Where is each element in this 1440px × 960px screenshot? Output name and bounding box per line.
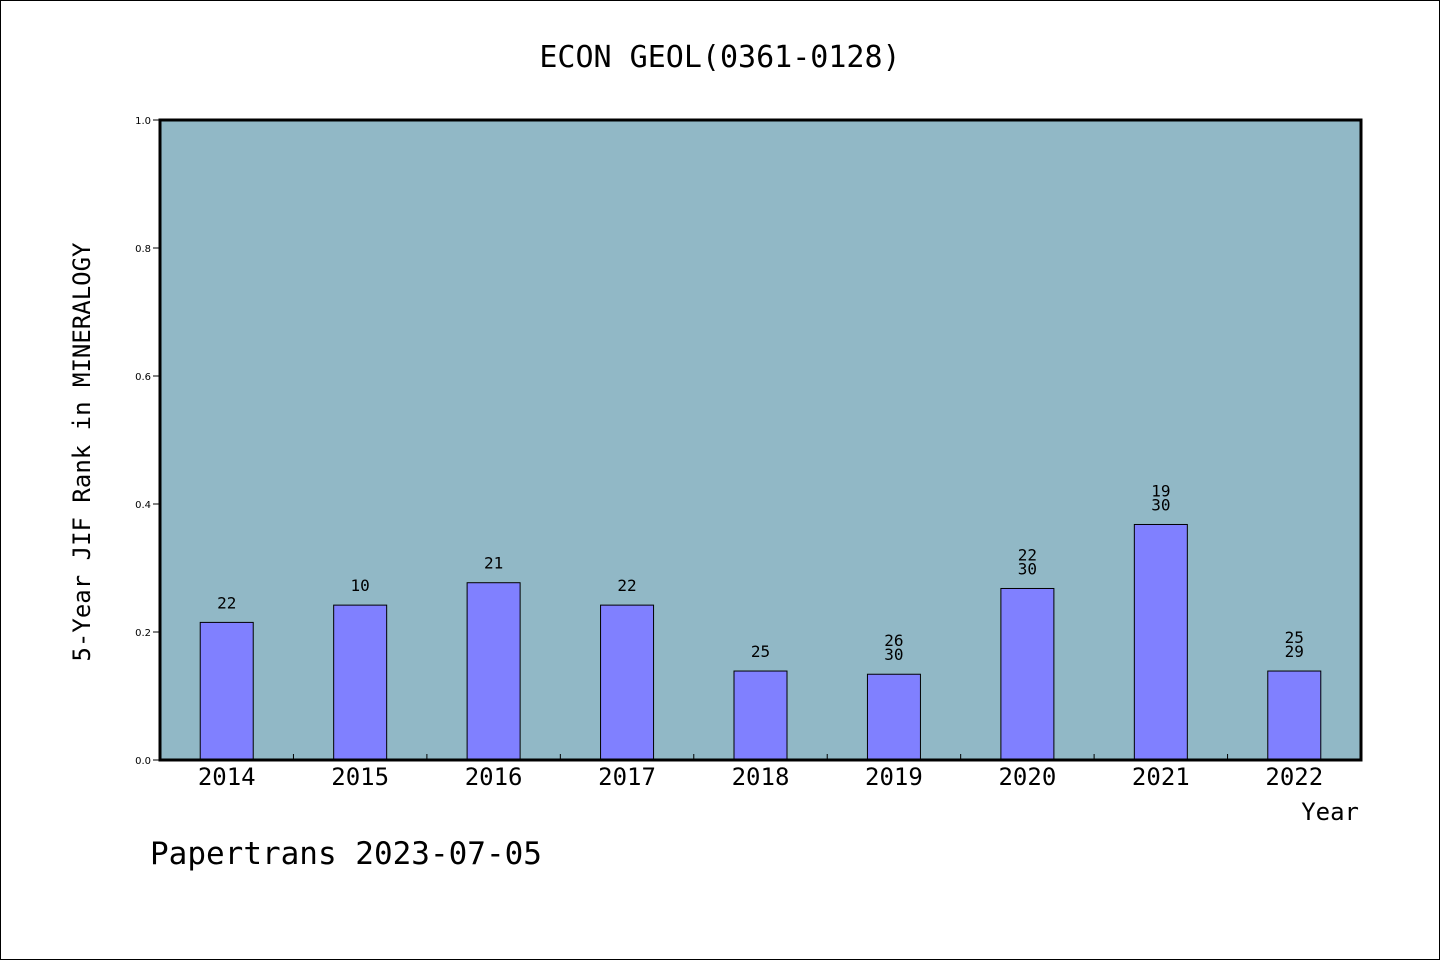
x-tick-label: 2017 [598,763,656,791]
data-label: 19 [1151,481,1170,500]
y-tick-label: 1.0 [135,116,151,127]
y-axis: 0.0 0.2 0.4 0.6 0.8 1.0 [135,116,160,767]
plot-border [158,118,1363,762]
x-tick-label: 2014 [198,763,256,791]
y-tick-label: 0.6 [135,372,151,383]
chart-title: ECON GEOL(0361-0128) [539,40,900,75]
x-tick-label: 2020 [998,763,1056,791]
x-axis: 2014 2015 2016 2017 2018 2019 2020 2021 2022 [198,754,1323,791]
data-label: 30 [1151,495,1170,514]
data-label: 29 [1285,642,1304,661]
bar-2017 [600,604,655,761]
y-axis-label: 5-Year JIF Rank in MINERALOGY [68,242,96,662]
bar-2015 [333,604,388,761]
x-tick-label: 2022 [1265,763,1323,791]
data-label: 22 [617,576,636,595]
y-tick-label: 0.2 [135,628,151,639]
x-tick-label: 2018 [732,763,790,791]
y-tick-label: 0.0 [135,756,151,767]
bar-2022 [1267,670,1322,761]
footer-text: Papertrans 2023-07-05 [150,836,542,872]
data-label: 10 [351,576,370,595]
x-tick-label: 2019 [865,763,923,791]
x-axis-label: Year [1301,798,1359,826]
bars-layer [199,523,1322,761]
bar-2016 [466,582,521,761]
data-label: 22 [217,593,236,612]
data-label: 22 [1018,545,1037,564]
data-label: 21 [484,554,503,573]
data-label: 25 [751,642,770,661]
x-tick-label: 2021 [1132,763,1190,791]
y-tick-label: 0.8 [135,244,151,255]
x-tick-label: 2016 [465,763,523,791]
data-label: 30 [1018,559,1037,578]
data-label: 30 [884,645,903,664]
x-tick-label: 2015 [331,763,389,791]
data-label: 26 [884,631,903,650]
data-label: 25 [1285,628,1304,647]
bar-2020 [1000,587,1055,761]
y-tick-label: 0.4 [135,500,151,511]
bar-2014 [199,621,254,761]
bar-2018 [733,670,788,761]
bar-2021 [1133,523,1188,761]
bar-2019 [866,673,921,761]
